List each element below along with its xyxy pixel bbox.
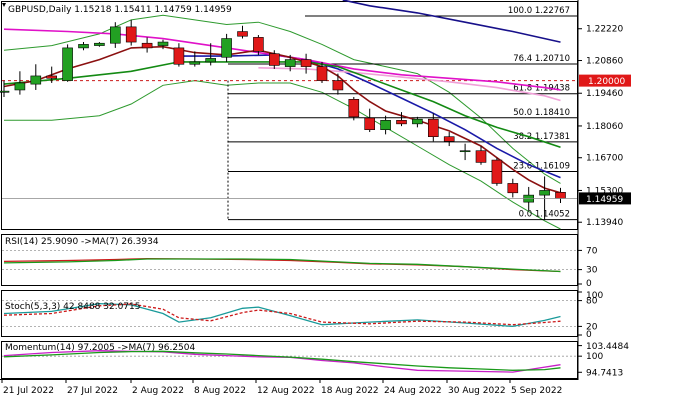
candle-body: [14, 82, 26, 91]
x-axis-label: 2 Aug 2022: [132, 386, 184, 396]
moving-average-line: [258, 67, 561, 102]
candle-body: [475, 150, 487, 163]
candle-body: [491, 159, 503, 184]
candle-body: [539, 190, 550, 196]
candle-body: [62, 47, 73, 81]
price-axis-label: 1.20860: [586, 57, 623, 67]
candle-body: [427, 118, 439, 137]
price-axis-label: 1.16700: [586, 154, 623, 164]
x-axis-label: 5 Sep 2022: [511, 386, 562, 396]
candle-body: [348, 99, 360, 118]
fib-label: 23.6 1.16109: [513, 162, 570, 172]
candle-body: [507, 183, 519, 194]
candle-body: [396, 120, 407, 125]
candle-body: [459, 150, 471, 153]
price-axis-label: 1.19460: [586, 89, 623, 99]
candle-body: [205, 58, 216, 63]
candle-body: [157, 41, 169, 46]
candle-body: [268, 53, 280, 66]
momentum-title: Momentum(14) 97.2005 ->MA(7) 96.2504: [5, 343, 196, 353]
candle-body: [46, 75, 58, 79]
stoch-series-line: [3, 303, 561, 326]
x-axis-label: 12 Aug 2022: [257, 386, 315, 396]
moving-average-line: [178, 54, 561, 179]
stoch-axis-label: 0: [586, 330, 592, 340]
fib-label: 50.0 1.18410: [513, 108, 570, 118]
candle-body: [412, 118, 423, 125]
candle-body: [555, 192, 566, 199]
bollinger-lower-line: [4, 80, 561, 230]
candle-body: [30, 75, 42, 85]
candle-body: [300, 59, 312, 67]
momentum-axis-label: 100: [586, 352, 603, 362]
rsi-axis-label: 0: [586, 279, 592, 289]
candle-body: [253, 37, 264, 52]
momentum-series-line: [3, 350, 561, 371]
candle-body: [110, 26, 121, 44]
candle-body: [380, 120, 391, 130]
fib-label: 38.2 1.17381: [513, 132, 570, 142]
fib-label: 61.8 1.19438: [513, 84, 570, 94]
chart-menu-arrow-icon[interactable]: [2, 3, 6, 7]
moving-average-line: [3, 45, 561, 194]
fib-label: 100.0 1.22767: [508, 6, 570, 16]
level-marker: [579, 74, 631, 87]
price-axis-label: 1.22220: [586, 25, 623, 35]
x-axis-label: 30 Aug 2022: [448, 386, 506, 396]
price-axis-label: 1.13940: [586, 218, 623, 228]
candle-body: [316, 66, 328, 81]
candle-body: [189, 61, 201, 65]
price-axis-label: 1.18060: [586, 122, 623, 132]
fib-label: 76.4 1.20710: [513, 54, 570, 64]
stoch-axis-label: 100: [586, 291, 603, 301]
level-marker-label: 1.20000: [588, 77, 625, 87]
rsi-axis-label: 30: [586, 266, 598, 276]
x-axis-label: 18 Aug 2022: [321, 386, 379, 396]
candle-body: [141, 42, 153, 49]
rsi-series-line: [3, 258, 561, 273]
x-axis-label: 8 Aug 2022: [194, 386, 246, 396]
candle-body: [0, 90, 10, 93]
momentum-axis-label: 94.7413: [586, 368, 623, 378]
candle-body: [94, 42, 105, 46]
rsi-title: RSI(14) 25.9090 ->MA(7) 26.3934: [5, 237, 159, 247]
stoch-axis-label: 80: [586, 297, 598, 307]
candle-body: [173, 47, 185, 65]
candle-body: [78, 44, 89, 49]
candle-body: [284, 59, 296, 67]
current-price-label: 1.14959: [586, 195, 623, 205]
candle-body: [364, 117, 376, 130]
candle-body: [443, 136, 455, 142]
candle-body: [221, 38, 232, 58]
stoch-axis-label: 20: [586, 322, 598, 332]
price-axis-label: 1.15300: [586, 186, 623, 196]
candle-body: [237, 31, 248, 37]
rsi-axis-label: 70: [586, 246, 598, 256]
current-price-marker: [579, 192, 631, 205]
momentum-axis-label: 103.4484: [586, 342, 629, 352]
candle-body: [125, 26, 137, 43]
chart-header: GBPUSD,Daily 1.15218 1.15411 1.14759 1.1…: [8, 5, 232, 15]
x-axis-label: 21 Jul 2022: [3, 386, 54, 396]
moving-average-line: [342, 0, 561, 43]
candle-body: [332, 80, 344, 91]
x-axis-label: 24 Aug 2022: [384, 386, 442, 396]
stoch-title: Stoch(5,3,3) 42.8488 32.0715: [5, 302, 140, 312]
moving-average-line: [3, 61, 561, 148]
x-axis-label: 27 Jul 2022: [67, 386, 118, 396]
